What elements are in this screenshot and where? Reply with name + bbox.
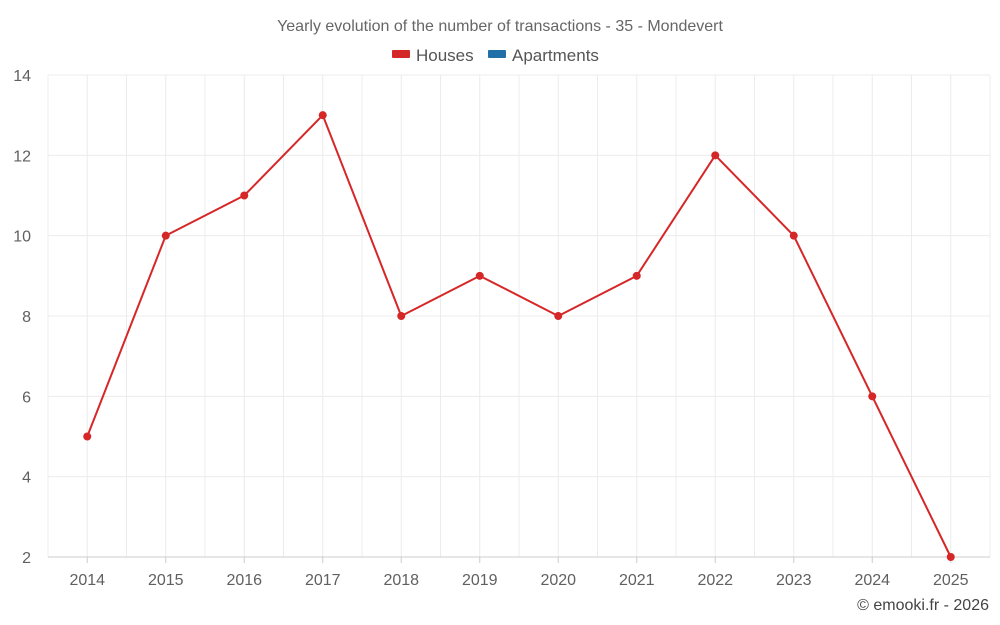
x-tick-label: 2019 — [462, 572, 498, 589]
legend: Houses Apartments — [392, 46, 599, 65]
chart-title: Yearly evolution of the number of transa… — [277, 18, 723, 35]
x-tick-label: 2016 — [226, 572, 262, 589]
x-tick-label: 2022 — [697, 572, 733, 589]
credit-text: © emooki.fr - 2026 — [857, 597, 989, 614]
legend-item-houses[interactable]: Houses — [392, 46, 474, 65]
legend-label-houses: Houses — [416, 46, 474, 65]
y-tick-label: 10 — [13, 229, 31, 246]
data-point-houses-2019[interactable] — [475, 271, 484, 280]
data-point-houses-2016[interactable] — [240, 191, 249, 200]
plot-area — [83, 111, 955, 561]
y-tick-label: 12 — [13, 148, 31, 165]
data-point-houses-2018[interactable] — [397, 312, 406, 320]
y-tick-label: 6 — [22, 389, 31, 406]
data-point-houses-2024[interactable] — [868, 392, 877, 401]
gridlines — [47, 74, 991, 557]
series-line-houses — [86, 114, 952, 558]
data-point-houses-2014[interactable] — [83, 432, 92, 441]
legend-swatch-apartments — [488, 50, 506, 58]
x-tick-label: 2014 — [69, 572, 105, 589]
x-tick-label: 2025 — [933, 572, 969, 589]
y-tick-label: 8 — [22, 309, 31, 326]
x-tick-label: 2023 — [776, 572, 812, 589]
x-tick-label: 2021 — [619, 572, 655, 589]
data-point-houses-2021[interactable] — [632, 271, 641, 280]
data-point-houses-2020[interactable] — [554, 312, 563, 320]
data-point-houses-2023[interactable] — [789, 231, 798, 240]
data-point-houses-2017[interactable] — [318, 111, 327, 120]
data-point-houses-2022[interactable] — [711, 151, 720, 160]
y-tick-label: 4 — [22, 470, 31, 487]
x-tick-label: 2020 — [540, 572, 576, 589]
data-point-houses-2025[interactable] — [946, 553, 955, 561]
x-axis: 2014 2015 2016 2017 2018 2019 2020 2021 2022 2023… — [48, 556, 990, 589]
legend-swatch-houses — [392, 50, 410, 58]
y-axis: 2 4 6 8 10 12 14 — [13, 68, 31, 567]
data-point-houses-2015[interactable] — [161, 231, 170, 240]
x-tick-label: 2015 — [148, 572, 184, 589]
y-tick-label: 2 — [22, 550, 31, 567]
x-tick-label: 2018 — [383, 572, 419, 589]
x-tick-label: 2024 — [854, 572, 890, 589]
legend-item-apartments[interactable]: Apartments — [488, 46, 599, 65]
legend-label-apartments: Apartments — [512, 46, 599, 65]
y-tick-label: 14 — [13, 68, 31, 85]
x-tick-label: 2017 — [305, 572, 341, 589]
